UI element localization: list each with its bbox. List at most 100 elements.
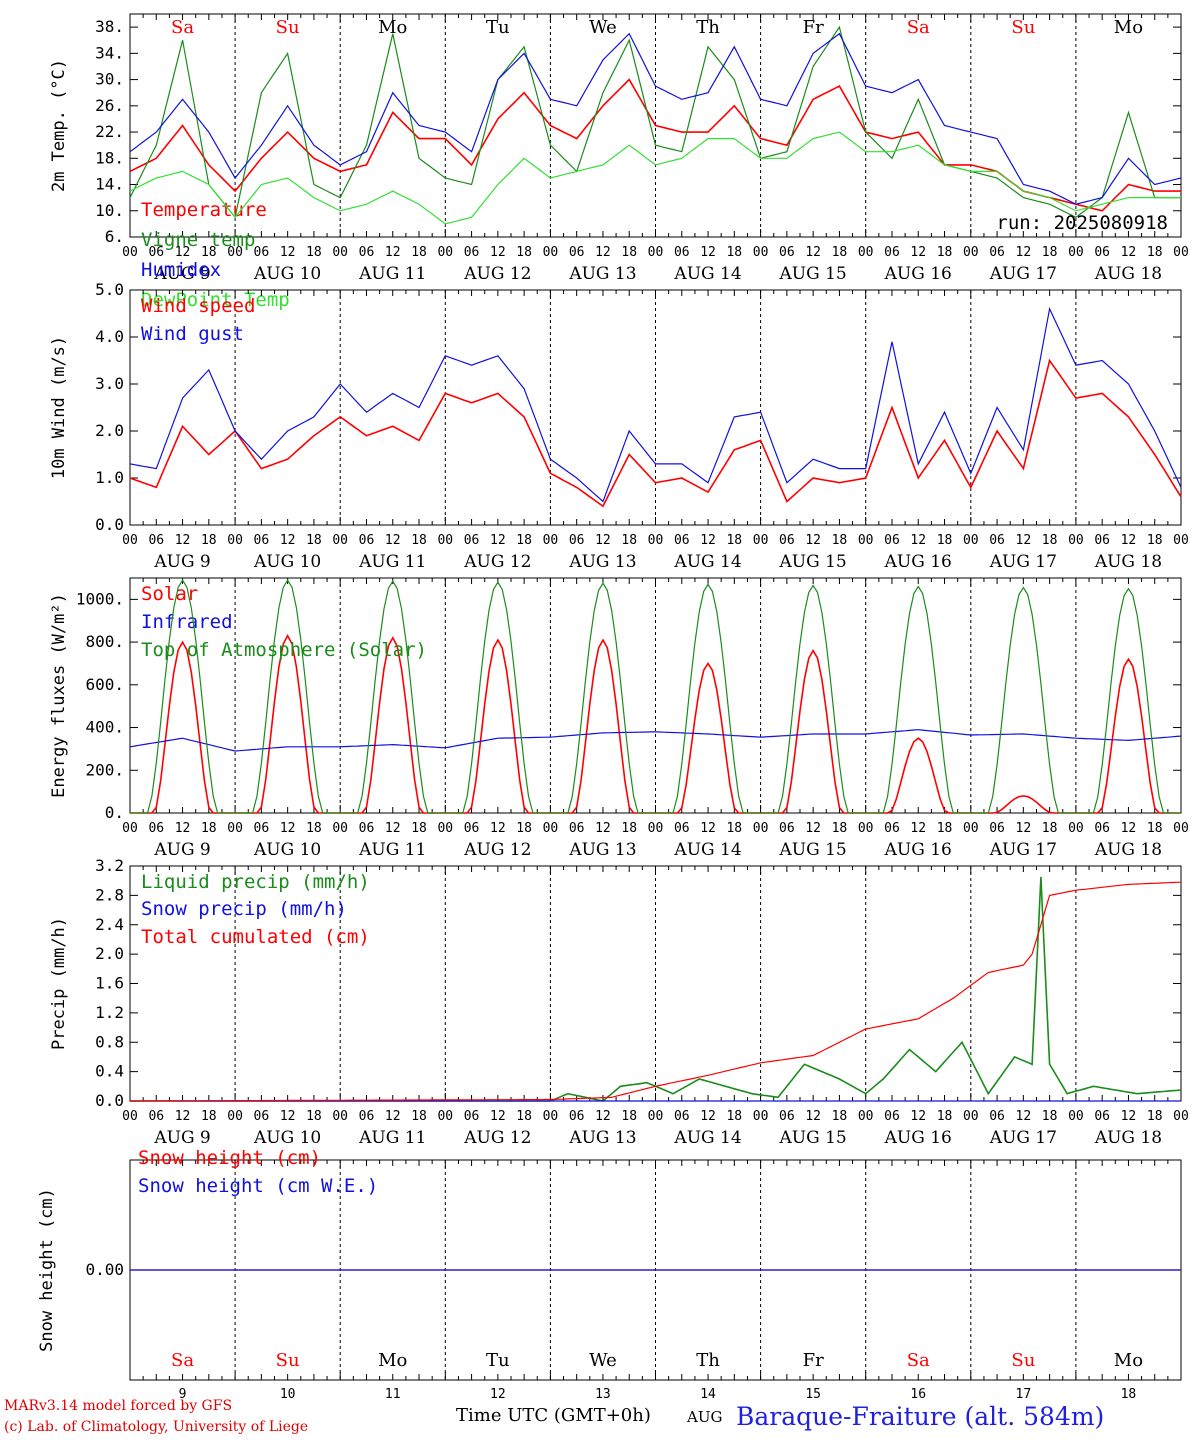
- hour-tick-label: 18: [726, 1109, 742, 1124]
- chart-panel-2: 0.0 1.0 2.0 3.0 4.0 5.0 10m Wind (m/s) 00 06 12 18…: [49, 280, 1189, 572]
- hour-tick-label: 12: [1121, 1109, 1137, 1124]
- hour-tick-label: 00: [227, 245, 243, 260]
- hour-tick-label: 00: [332, 821, 348, 836]
- y-axis-title: Snow height (cm): [37, 1188, 57, 1352]
- y-tick-label: 0.8: [95, 1032, 124, 1051]
- legend-entry: Wind speed: [141, 295, 255, 317]
- hour-tick-label: 18: [1147, 533, 1163, 548]
- hour-tick-label: 00: [437, 245, 453, 260]
- hour-tick-label: 12: [805, 1109, 821, 1124]
- hour-tick-label: 00: [963, 821, 979, 836]
- hour-tick-label: 18: [516, 1109, 532, 1124]
- hour-tick-label: 00: [963, 1109, 979, 1124]
- y-tick-label: 34.: [95, 43, 124, 62]
- date-label: AUG 14: [673, 552, 741, 572]
- y-tick-label: 0.00: [85, 1260, 124, 1279]
- hour-tick-label: 18: [832, 533, 848, 548]
- series-line: [130, 881, 1182, 1102]
- y-tick-label: 0.0: [95, 1091, 124, 1110]
- weekday-label: Th: [696, 1350, 720, 1371]
- hour-tick-label: 12: [1016, 245, 1032, 260]
- y-tick-label: 5.0: [95, 280, 124, 299]
- hour-tick-label: 12: [595, 821, 611, 836]
- date-label: AUG 14: [673, 840, 741, 860]
- hour-tick-label: 18: [937, 533, 953, 548]
- hour-tick-label: 06: [674, 1109, 690, 1124]
- date-label: AUG 12: [463, 1128, 531, 1148]
- hour-tick-label: 00: [648, 821, 664, 836]
- hour-tick-label: 00: [1068, 245, 1084, 260]
- hour-tick-label: 18: [516, 533, 532, 548]
- hour-tick-label: 06: [779, 821, 795, 836]
- y-tick-label: 200.: [85, 760, 124, 779]
- date-label: AUG 15: [779, 264, 847, 284]
- date-label: AUG 11: [358, 552, 426, 572]
- weekday-label: Mo: [378, 1350, 407, 1371]
- legend-entry: Vigne temp: [141, 229, 255, 251]
- hour-tick-label: 00: [1173, 533, 1189, 548]
- date-label: AUG 15: [779, 552, 847, 572]
- day-number-label: 14: [700, 1387, 716, 1402]
- hour-tick-label: 12: [1016, 821, 1032, 836]
- series-line: [129, 306, 1182, 503]
- date-label: AUG 13: [568, 840, 636, 860]
- weekday-label: Su: [1011, 1350, 1035, 1371]
- hour-tick-label: 06: [779, 245, 795, 260]
- y-tick-label: 38.: [95, 17, 124, 36]
- hour-tick-label: 18: [201, 821, 217, 836]
- date-label: AUG 12: [463, 840, 531, 860]
- y-tick-label: 14.: [95, 175, 124, 194]
- hour-tick-label: 00: [332, 1109, 348, 1124]
- series-line: [130, 578, 1181, 814]
- date-label: AUG 17: [989, 552, 1057, 572]
- date-label: AUG 18: [1094, 840, 1162, 860]
- date-label: AUG 10: [253, 552, 321, 572]
- hour-tick-label: 00: [227, 533, 243, 548]
- hour-tick-label: 06: [1094, 1109, 1110, 1124]
- chart-panel-1: 6. 10. 14. 18. 22. 26. 30. 34. 38. 2m Temp. (°C) 0…: [49, 13, 1189, 311]
- date-label: AUG 11: [358, 840, 426, 860]
- date-label: AUG 13: [568, 264, 636, 284]
- chart-panel-4: 0.0 0.4 0.8 1.2 1.6 2.0 2.4 2.8 3.2 Precip (mm/h)…: [49, 856, 1189, 1148]
- hour-tick-label: 06: [464, 245, 480, 260]
- hour-tick-label: 12: [700, 533, 716, 548]
- hour-tick-label: 18: [726, 533, 742, 548]
- weekday-label: Sa: [171, 1350, 194, 1371]
- y-tick-label: 30.: [95, 70, 124, 89]
- hour-tick-label: 18: [832, 245, 848, 260]
- hour-tick-label: 12: [1016, 1109, 1032, 1124]
- hour-tick-label: 12: [910, 821, 926, 836]
- hour-tick-label: 18: [516, 245, 532, 260]
- hour-tick-label: 06: [359, 533, 375, 548]
- date-label: AUG 16: [884, 552, 952, 572]
- hour-tick-label: 12: [805, 245, 821, 260]
- weekday-label: Mo: [1114, 1350, 1143, 1371]
- date-label: AUG 11: [358, 1128, 426, 1148]
- hour-tick-label: 00: [227, 1109, 243, 1124]
- hour-tick-label: 12: [385, 1109, 401, 1124]
- hour-tick-label: 06: [569, 821, 585, 836]
- hour-tick-label: 18: [937, 821, 953, 836]
- legend-entry: Snow height (cm W.E.): [138, 1175, 378, 1197]
- hour-tick-label: 00: [543, 821, 559, 836]
- hour-tick-label: 06: [674, 821, 690, 836]
- hour-tick-label: 18: [411, 533, 427, 548]
- weekday-label: Sa: [907, 17, 930, 38]
- hour-tick-label: 06: [464, 1109, 480, 1124]
- hour-tick-label: 06: [884, 821, 900, 836]
- y-tick-label: 0.0: [95, 515, 124, 534]
- hour-tick-label: 06: [674, 245, 690, 260]
- station-name: Baraque-Fraiture (alt. 584m): [736, 1402, 1105, 1431]
- hour-tick-label: 00: [858, 821, 874, 836]
- time-axis-label: Time UTC (GMT+0h): [456, 1405, 651, 1426]
- day-number-label: 10: [280, 1387, 296, 1402]
- hour-tick-label: 00: [648, 1109, 664, 1124]
- date-label: AUG 16: [884, 264, 952, 284]
- hour-tick-label: 00: [437, 821, 453, 836]
- series-line: [129, 131, 1181, 225]
- hour-tick-label: 06: [148, 245, 164, 260]
- hour-tick-label: 18: [621, 245, 637, 260]
- hour-tick-label: 00: [543, 1109, 559, 1124]
- date-label: AUG 9: [153, 1128, 210, 1148]
- date-label: AUG 13: [568, 552, 636, 572]
